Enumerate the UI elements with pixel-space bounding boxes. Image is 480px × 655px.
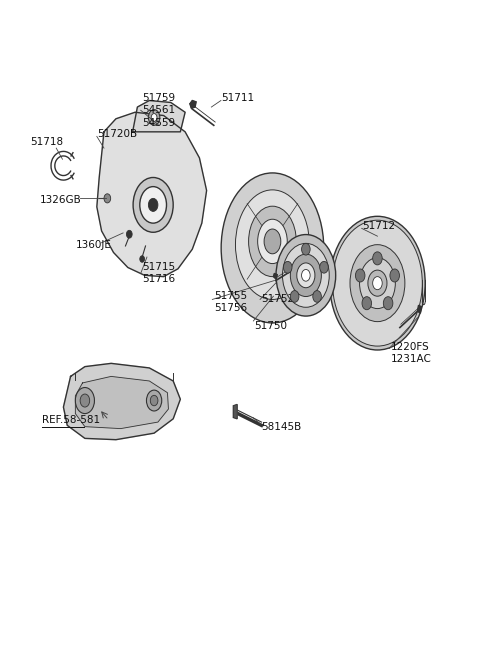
- Text: REF.58-581: REF.58-581: [42, 415, 100, 425]
- Polygon shape: [97, 112, 206, 276]
- Text: 58145B: 58145B: [262, 422, 302, 432]
- Ellipse shape: [276, 234, 336, 316]
- Ellipse shape: [297, 263, 315, 288]
- Circle shape: [290, 291, 299, 303]
- Circle shape: [75, 388, 95, 413]
- Ellipse shape: [350, 245, 405, 322]
- Text: 1220FS: 1220FS: [390, 342, 429, 352]
- Text: 54561: 54561: [142, 105, 175, 115]
- Polygon shape: [75, 377, 168, 428]
- Text: 51718: 51718: [30, 137, 63, 147]
- Circle shape: [384, 297, 393, 310]
- Text: 51711: 51711: [221, 93, 254, 103]
- Ellipse shape: [301, 269, 310, 281]
- Ellipse shape: [360, 257, 396, 309]
- Ellipse shape: [221, 173, 324, 323]
- Text: 51755: 51755: [214, 291, 247, 301]
- Polygon shape: [418, 305, 421, 313]
- Ellipse shape: [249, 206, 296, 276]
- Text: 1231AC: 1231AC: [390, 354, 431, 364]
- Text: 51720B: 51720B: [97, 129, 137, 139]
- Circle shape: [148, 109, 160, 125]
- Ellipse shape: [282, 244, 329, 307]
- Circle shape: [355, 269, 365, 282]
- Circle shape: [104, 194, 111, 203]
- Polygon shape: [63, 364, 180, 440]
- Text: 51716: 51716: [142, 274, 175, 284]
- Ellipse shape: [258, 219, 287, 263]
- Ellipse shape: [372, 276, 382, 290]
- Ellipse shape: [368, 270, 387, 296]
- Circle shape: [320, 261, 328, 273]
- Ellipse shape: [290, 254, 322, 297]
- Text: 54559: 54559: [142, 118, 175, 128]
- Circle shape: [301, 244, 310, 255]
- Ellipse shape: [330, 216, 425, 350]
- Polygon shape: [132, 100, 185, 132]
- Circle shape: [362, 297, 372, 310]
- Text: 51752: 51752: [262, 295, 295, 305]
- Circle shape: [133, 178, 173, 233]
- Circle shape: [140, 187, 167, 223]
- Ellipse shape: [236, 190, 310, 299]
- Circle shape: [313, 291, 322, 303]
- Circle shape: [126, 231, 132, 238]
- Ellipse shape: [264, 229, 281, 253]
- Text: 51715: 51715: [142, 263, 175, 272]
- Text: 51756: 51756: [214, 303, 247, 313]
- Text: 51759: 51759: [142, 93, 175, 103]
- Polygon shape: [233, 404, 237, 419]
- Circle shape: [283, 261, 292, 273]
- Ellipse shape: [333, 220, 422, 346]
- Circle shape: [80, 394, 90, 407]
- Circle shape: [150, 396, 158, 405]
- Polygon shape: [274, 273, 277, 279]
- Text: 1326GB: 1326GB: [39, 195, 81, 205]
- Circle shape: [390, 269, 399, 282]
- Text: 1360JE: 1360JE: [75, 240, 111, 250]
- Circle shape: [151, 113, 157, 121]
- Circle shape: [148, 198, 158, 212]
- Text: 51712: 51712: [362, 221, 395, 231]
- Polygon shape: [190, 100, 196, 108]
- Circle shape: [146, 390, 162, 411]
- Text: 51750: 51750: [254, 320, 288, 331]
- Circle shape: [372, 252, 382, 265]
- Circle shape: [140, 255, 144, 262]
